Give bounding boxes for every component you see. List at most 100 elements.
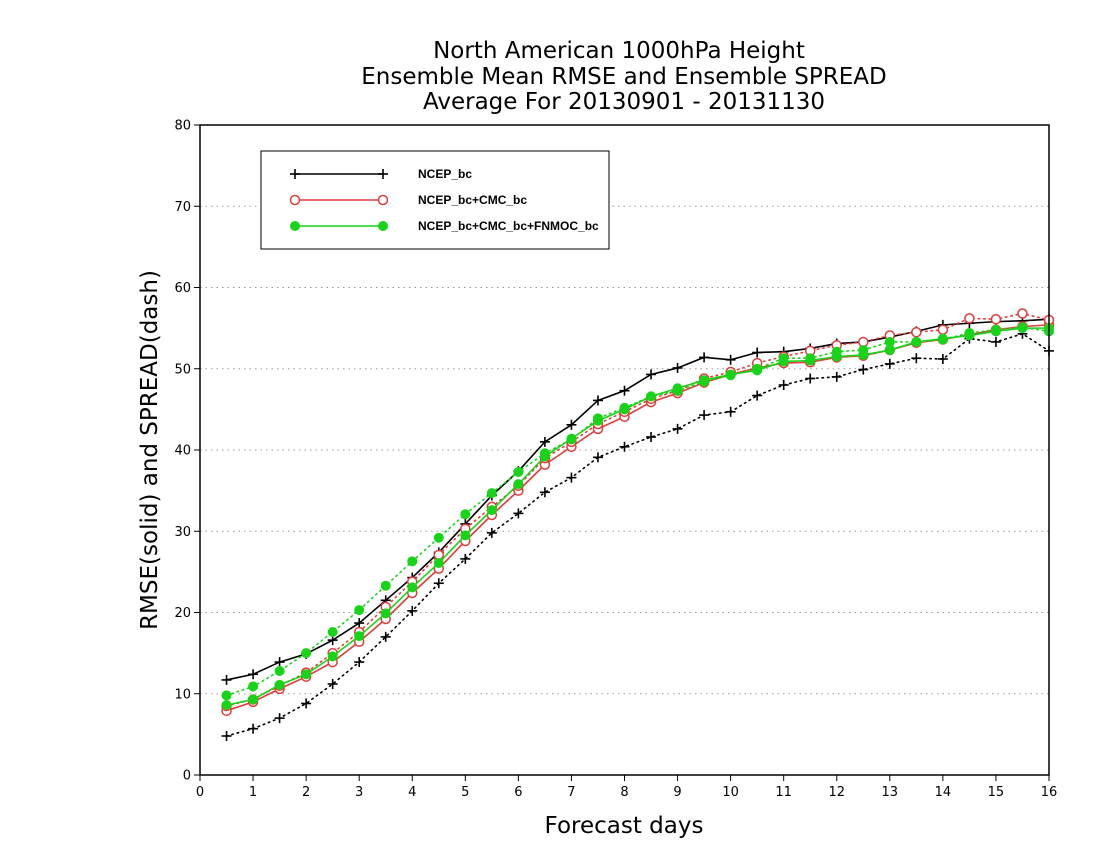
spread-point (460, 553, 471, 564)
y-tick-label: 20 (174, 606, 191, 621)
legend-label: NCEP_bc+CMC_bc (418, 193, 527, 207)
legend-label: NCEP_bc+CMC_bc+FNMOC_bc (418, 219, 599, 233)
x-tick-label: 8 (620, 785, 628, 800)
spread-line (225, 312, 1050, 707)
y-tick-label: 40 (174, 444, 191, 459)
spread-line (225, 332, 1050, 737)
spread-point (301, 648, 312, 659)
spread-point (327, 627, 338, 637)
legend-marker (378, 221, 388, 231)
spread-point (539, 487, 550, 498)
spread-point (778, 353, 789, 364)
rmse-point (646, 369, 657, 380)
x-tick-label: 10 (722, 785, 739, 800)
spread-point (380, 631, 391, 642)
legend-item-1: NCEP_bc+CMC_bc (289, 193, 527, 207)
y-tick-label: 30 (174, 525, 191, 540)
spread-point (513, 466, 524, 477)
rmse-point (327, 651, 338, 662)
spread-point (725, 406, 736, 417)
legend-marker (378, 169, 388, 179)
spread-point (221, 731, 232, 741)
rmse-point (354, 618, 365, 629)
x-tick-label: 13 (882, 785, 899, 800)
spread-point (354, 657, 365, 668)
spread-point (937, 334, 948, 345)
spread-point (964, 328, 975, 338)
rmse-point (539, 436, 550, 447)
spread-point (486, 488, 497, 499)
y-tick-label: 60 (174, 281, 191, 296)
spread-point (354, 605, 365, 616)
spread-point (805, 353, 816, 364)
spread-point (699, 376, 710, 387)
spread-point (831, 346, 842, 357)
x-tick-label: 11 (775, 785, 792, 800)
spread-point (725, 370, 736, 381)
spread-point (911, 336, 922, 347)
x-tick-label: 4 (408, 785, 416, 800)
spread-point (407, 605, 418, 616)
spread-point (248, 681, 259, 692)
spread-point (858, 364, 869, 375)
spread-point (301, 698, 312, 709)
spread-point (592, 452, 603, 463)
rmse-point (460, 530, 471, 541)
spread-point (937, 354, 948, 364)
plot-series (221, 308, 1055, 741)
rmse-point (301, 669, 312, 680)
legend-item-0: NCEP_bc (290, 167, 472, 181)
plot-frame (199, 124, 1050, 776)
spread-point (805, 373, 816, 384)
spread-point (407, 556, 418, 567)
spread-point (964, 313, 975, 324)
spread-point (539, 448, 550, 459)
legend-marker (290, 169, 300, 179)
spread-point (884, 336, 895, 347)
legend-marker (289, 194, 301, 206)
title-line-3: Average For 20130901 - 20131130 (423, 89, 825, 115)
rmse-point (619, 385, 630, 396)
x-tick-label: 16 (1041, 785, 1058, 800)
spread-point (274, 713, 285, 724)
series-2 (221, 322, 1054, 711)
rmse-point (566, 419, 577, 430)
spread-point (646, 432, 657, 442)
rmse-point (486, 505, 497, 516)
spread-point (566, 434, 577, 445)
spread-point (274, 666, 285, 676)
y-tick-label: 80 (174, 119, 191, 134)
spread-point (433, 532, 444, 543)
spread-point (646, 391, 657, 402)
rmse-point (274, 657, 285, 668)
rmse-line (226, 318, 1050, 681)
y-tick-label: 0 (183, 769, 191, 784)
spread-point (433, 578, 444, 589)
rmse-point (513, 479, 524, 490)
x-tick-label: 0 (196, 785, 204, 800)
y-axis-label: RMSE(solid) and SPREAD(dash) (137, 270, 163, 630)
spread-point (672, 385, 683, 396)
spread-point (566, 472, 577, 483)
spread-point (911, 353, 922, 364)
rmse-point (274, 679, 285, 690)
spread-point (619, 441, 630, 452)
spread-point (513, 508, 524, 519)
spread-point (858, 345, 869, 356)
spread-point (1017, 322, 1028, 333)
chart-title: North American 1000hPa Height Ensemble M… (361, 38, 886, 115)
rmse-point (221, 674, 232, 685)
spread-point (699, 410, 710, 421)
y-tick-label: 70 (174, 200, 191, 215)
rmse-point (380, 608, 391, 619)
spread-point (327, 679, 338, 689)
spread-point (911, 326, 922, 338)
y-tick-label: 50 (174, 362, 191, 377)
spread-point (778, 380, 789, 390)
rmse-point (221, 700, 232, 711)
x-tick-label: 5 (461, 785, 469, 800)
rmse-point (725, 354, 736, 365)
x-tick-label: 14 (935, 785, 952, 800)
series-1 (221, 308, 1055, 717)
rmse-point (672, 362, 683, 373)
